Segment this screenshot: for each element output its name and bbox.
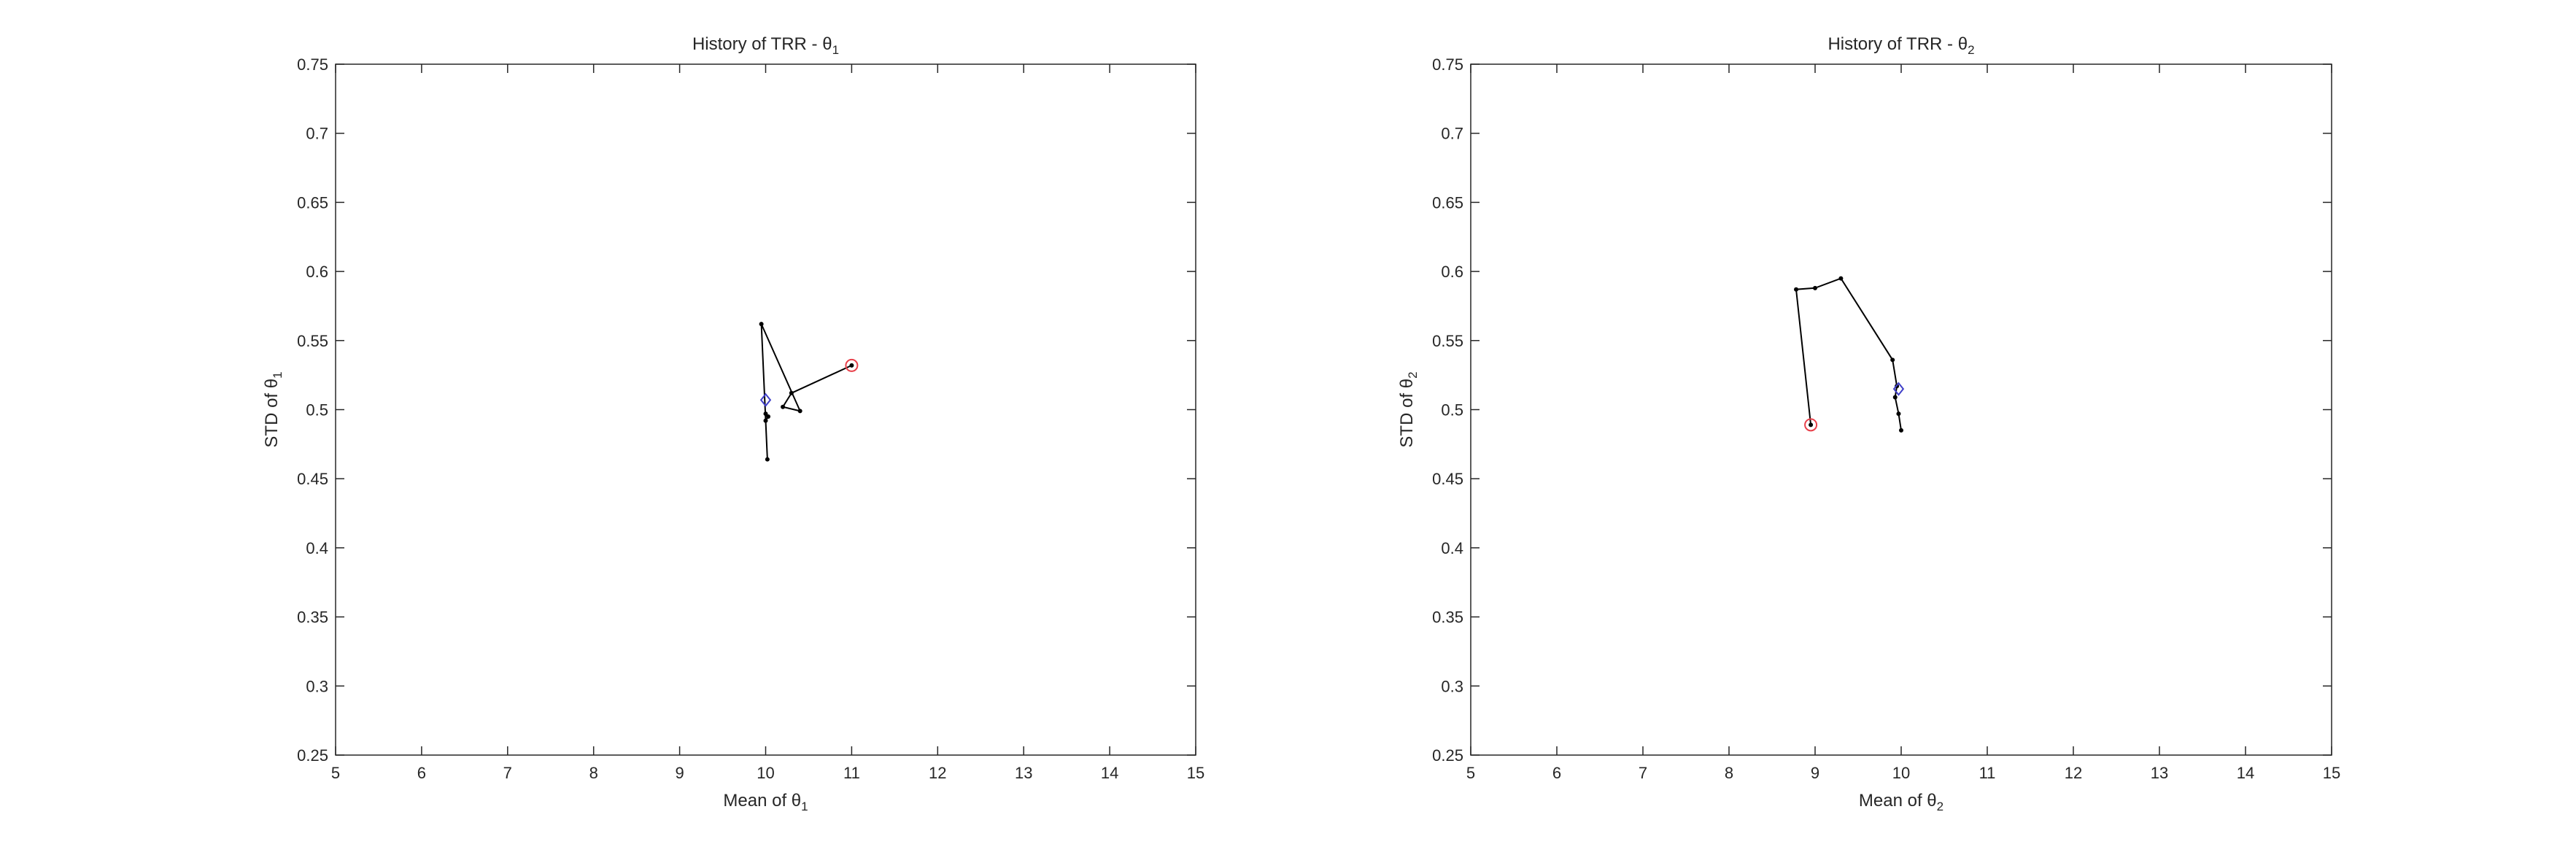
y-tick-label: 0.65 (1432, 193, 1463, 212)
data-point (789, 390, 794, 395)
x-tick-label: 10 (1892, 764, 1910, 782)
y-tick-label: 0.5 (306, 401, 328, 419)
x-tick-label: 14 (2237, 764, 2254, 782)
y-tick-label: 0.25 (1432, 746, 1463, 765)
y-tick-label: 0.55 (297, 332, 328, 350)
y-tick-label: 0.6 (1441, 263, 1463, 281)
ylabel-symbol: θ (1397, 379, 1417, 388)
title-symbol: θ (1958, 34, 1968, 54)
data-point (781, 404, 786, 409)
plot-title: History of TRR - θ2 (1827, 34, 1974, 57)
data-point (1890, 357, 1895, 363)
y-tick-label: 0.6 (306, 263, 328, 281)
x-tick-label: 6 (1552, 764, 1561, 782)
title-subscript: 1 (832, 43, 839, 57)
start-marker (1804, 418, 1818, 432)
data-point (1838, 276, 1844, 281)
ylabel-subscript: 2 (1406, 371, 1420, 378)
ylabel-symbol: θ (262, 379, 282, 388)
title-text: History of TRR - (1827, 34, 1957, 54)
data-point (1813, 285, 1817, 290)
y-tick-label: 0.5 (1441, 401, 1463, 419)
title-symbol: θ (822, 34, 832, 54)
data-point (766, 414, 771, 419)
x-tick-label: 8 (589, 764, 598, 782)
axes-box (1470, 63, 2332, 756)
x-tick-label: 6 (417, 764, 426, 782)
data-point (797, 409, 802, 414)
x-tick-label: 15 (1187, 764, 1204, 782)
y-tick-label: 0.7 (306, 125, 328, 143)
plot-2: 5 6 7 8 9 10 11 12 13 14 15 0.25 0.3 0.35 0.4 0.45 0.5 0.… (1397, 34, 2340, 813)
y-tick-label: 0.3 (306, 677, 328, 695)
plot-1: 5 6 7 8 9 10 11 12 13 14 150.250.30.350.40.450.50.… (262, 34, 1204, 813)
x-tick-label: 11 (1979, 764, 1996, 782)
x-tick-label: 5 (1466, 764, 1475, 782)
data-point (763, 411, 768, 417)
x-tick-label: 8 (1725, 764, 1733, 782)
plot-title: History of TRR - θ1 (692, 34, 839, 57)
x-tick-label: 12 (929, 764, 946, 782)
y-tick-label: 0.7 (1441, 125, 1463, 143)
y-tick-label: 0.35 (297, 608, 328, 627)
xlabel-symbol: θ (792, 791, 801, 811)
x-tick-label: 5 (331, 764, 340, 782)
x-tick-label: 12 (2065, 764, 2082, 782)
end-marker (759, 392, 772, 407)
data-point (765, 457, 770, 462)
xlabel-text: Mean of (1859, 791, 1927, 811)
y-tick-label: 0.35 (1432, 608, 1463, 627)
y-tick-label: 0.65 (297, 193, 328, 212)
ylabel-text: STD of (1397, 388, 1417, 447)
xlabel-subscript: 1 (801, 800, 808, 813)
x-tick-label: 11 (843, 764, 860, 782)
x-axis-label: Mean of θ1 (723, 791, 808, 813)
ylabel-text: STD of (262, 388, 282, 447)
start-marker (845, 358, 859, 372)
data-point (849, 363, 854, 368)
y-axis-label: STD of θ2 (1397, 371, 1420, 447)
xlabel-text: Mean of (723, 791, 791, 811)
data-point (1794, 287, 1799, 292)
x-tick-label: 10 (757, 764, 774, 782)
data-point (1899, 428, 1903, 433)
data-point (759, 322, 764, 327)
end-marker (1892, 382, 1905, 396)
x-tick-label: 7 (1639, 764, 1647, 782)
y-tick-label: 0.55 (1432, 332, 1463, 350)
ylabel-subscript: 1 (271, 371, 285, 378)
x-tick-label: 13 (1015, 764, 1032, 782)
x-tick-label: 13 (2151, 764, 2168, 782)
y-tick-label: 0.75 (297, 55, 328, 74)
x-axis-label: Mean of θ2 (1859, 791, 1943, 813)
y-tick-label: 0.45 (1432, 470, 1463, 488)
y-axis-label: STD of θ1 (262, 371, 285, 447)
data-point (1809, 422, 1814, 428)
xlabel-subscript: 2 (1937, 800, 1943, 813)
data-point (763, 418, 768, 423)
y-tick-label: 0.45 (297, 470, 328, 488)
title-text: History of TRR - (692, 34, 822, 54)
x-tick-label: 15 (2323, 764, 2340, 782)
y-tick-label: 0.4 (306, 539, 328, 557)
x-tick-label: 14 (1101, 764, 1118, 782)
x-tick-label: 9 (675, 764, 684, 782)
y-tick-label: 0.25 (297, 746, 328, 765)
y-tick-label: 0.3 (1441, 677, 1463, 695)
x-tick-label: 9 (1811, 764, 1819, 782)
x-tick-label: 7 (503, 764, 512, 782)
title-subscript: 2 (1968, 43, 1974, 57)
xlabel-symbol: θ (1927, 791, 1936, 811)
data-point (1896, 411, 1901, 417)
data-point (1892, 395, 1898, 400)
y-tick-label: 0.75 (1432, 55, 1463, 74)
y-tick-label: 0.4 (1441, 539, 1463, 557)
